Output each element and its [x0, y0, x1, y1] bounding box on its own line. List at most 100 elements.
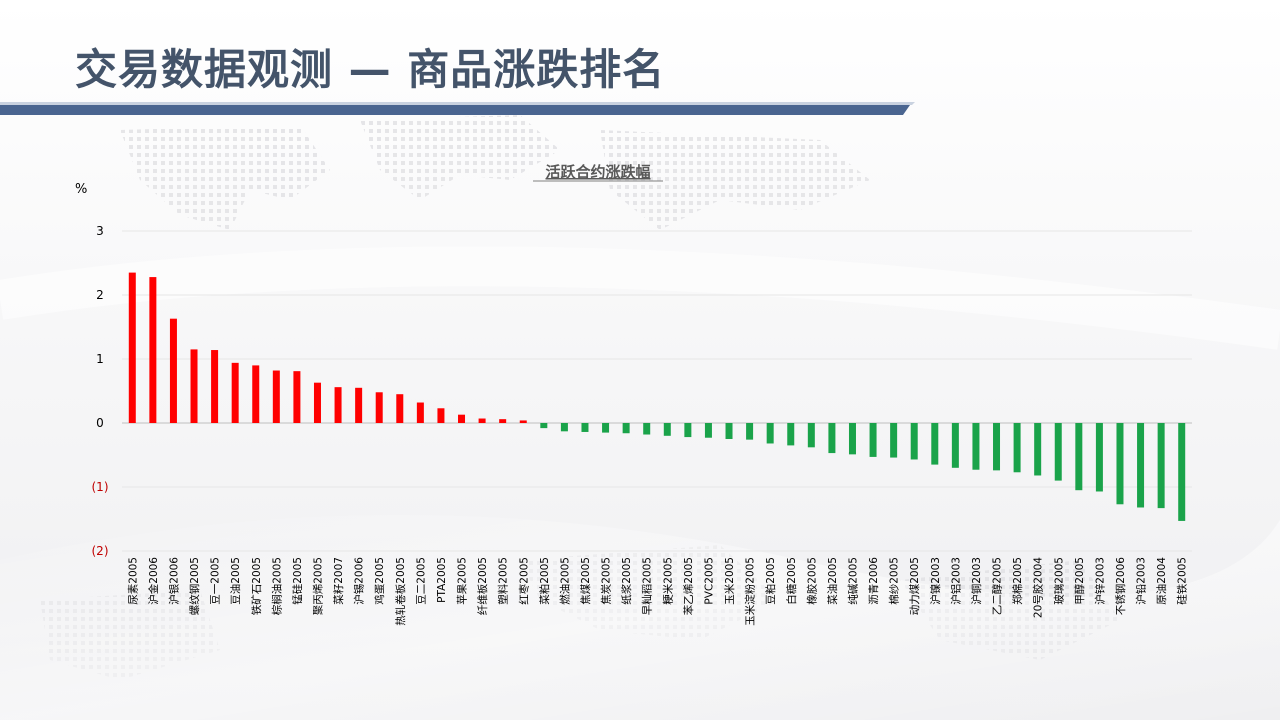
bar	[931, 423, 939, 465]
bar	[993, 423, 1001, 471]
y-tick-label: (1)	[92, 480, 109, 494]
bar	[272, 370, 280, 423]
x-tick-label: 沪镍2003	[929, 557, 942, 605]
title-bar-highlight	[0, 102, 915, 105]
bar	[396, 394, 404, 423]
bar	[313, 382, 321, 423]
x-tick-label: 原油2004	[1155, 557, 1168, 605]
bar	[1137, 423, 1145, 508]
bar	[663, 423, 671, 436]
bar	[437, 408, 445, 423]
bar	[252, 365, 260, 423]
x-tick-label: 鸡蛋2005	[373, 557, 386, 605]
x-tick-label: 苯乙烯2005	[682, 557, 695, 615]
x-tick-label: 沪金2006	[147, 557, 160, 605]
x-tick-label: 玉米2005	[723, 557, 736, 605]
x-tick-label: 螺纹钢2005	[188, 557, 201, 615]
bar	[807, 423, 815, 448]
bars	[128, 272, 1186, 521]
x-tick-label: 豆一2005	[210, 557, 222, 605]
x-tick-label: 不锈钢2006	[1114, 557, 1127, 616]
bar	[581, 423, 589, 432]
x-tick-label: 郑棉2005	[1011, 557, 1024, 605]
x-tick-label: 焦煤2005	[579, 557, 592, 605]
bar	[704, 423, 712, 438]
x-tick-label: 焦炭2005	[600, 557, 613, 605]
chart-title: 活跃合约涨跌幅	[545, 163, 650, 181]
x-tick-label: 沪锌2003	[1093, 557, 1106, 605]
bar	[1116, 423, 1124, 505]
x-tick-label: 沪锡2006	[353, 557, 366, 605]
bar	[869, 423, 877, 457]
x-tick-label: 早籼稻2005	[641, 557, 654, 615]
x-tick-label: 硅铁2005	[1176, 557, 1189, 605]
x-tick-label: 聚丙烯2005	[311, 557, 324, 615]
x-tick-label: 沥青2006	[867, 557, 880, 605]
bar	[375, 392, 383, 423]
y-axis-unit-label: %	[75, 182, 87, 197]
x-tick-label: 纯碱2005	[846, 557, 859, 605]
x-tick-label: 铁矿石2005	[250, 557, 263, 615]
bar	[910, 423, 918, 460]
x-tick-label: 粳米2005	[661, 557, 674, 605]
bar	[972, 423, 980, 470]
x-tick-label: 菜粕2005	[538, 557, 551, 605]
bar	[1075, 423, 1083, 491]
x-tick-label: 锰硅2005	[291, 557, 304, 605]
bar	[1178, 423, 1186, 521]
x-tick-label: 沪铜2003	[970, 557, 983, 605]
x-tick-label: 豆二2005	[415, 557, 427, 605]
bar	[643, 423, 651, 435]
x-tick-label: 沪铝2003	[949, 557, 962, 605]
y-tick-label: 2	[96, 288, 104, 302]
x-tick-label: 玻璃2005	[1052, 557, 1065, 605]
x-tick-label: 菜籽2007	[333, 557, 345, 605]
bar	[602, 423, 610, 433]
x-tick-label: 塑料2005	[497, 557, 510, 605]
x-tick-label: 沪铅2003	[1135, 557, 1148, 605]
y-tick-label: (2)	[92, 544, 109, 558]
bar	[519, 420, 527, 423]
bar	[787, 423, 795, 446]
x-tick-label: 动力煤2005	[908, 557, 921, 615]
bar	[355, 387, 363, 423]
x-tick-label: 纸浆2005	[620, 557, 633, 605]
bar	[128, 272, 136, 423]
x-tick-label: PVC2005	[703, 557, 715, 605]
bar	[149, 277, 157, 423]
bar	[211, 350, 219, 423]
bar	[766, 423, 774, 444]
bar	[169, 318, 177, 423]
x-tick-label: 甲醇2005	[1073, 557, 1086, 605]
bar	[746, 423, 754, 440]
bar	[190, 349, 198, 423]
x-tick-label: 玉米淀粉2005	[744, 557, 757, 626]
bar	[334, 387, 342, 423]
x-tick-label: 红枣2005	[517, 557, 530, 605]
y-axis-ticks: 3 2 1 0 (1) (2)	[92, 224, 109, 558]
title-bar-shape	[0, 105, 910, 115]
x-tick-label: 豆油2005	[229, 557, 242, 605]
page-title: 交易数据观测 — 商品涨跌排名	[75, 45, 666, 94]
bar	[231, 362, 239, 423]
y-tick-label: 3	[96, 224, 104, 238]
grid-lines	[122, 230, 1192, 552]
x-tick-label: 白糖2005	[785, 557, 798, 605]
bar	[828, 423, 836, 454]
bar	[540, 423, 548, 429]
x-tick-label: 沪银2006	[167, 557, 180, 605]
bar	[1157, 423, 1165, 509]
x-tick-label: 尿素2005	[126, 557, 139, 605]
y-tick-label: 0	[96, 416, 104, 430]
x-tick-label: 燃油2005	[558, 557, 571, 605]
bar	[293, 371, 301, 423]
bar	[1034, 423, 1042, 476]
x-tick-label: 棕榈油2005	[270, 557, 283, 615]
x-tick-label: 橡胶2005	[805, 557, 818, 605]
title-underline-bar	[0, 102, 915, 115]
bar	[560, 423, 568, 432]
x-tick-label: 菜油2005	[826, 557, 839, 605]
bar	[1095, 423, 1103, 492]
x-tick-label: 豆粕2005	[764, 557, 777, 605]
